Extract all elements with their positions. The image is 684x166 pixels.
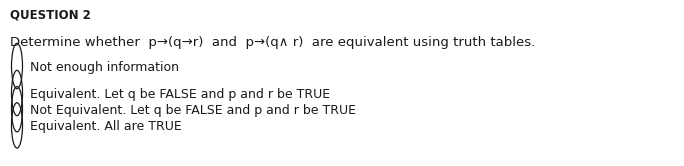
Text: QUESTION 2: QUESTION 2 [10,8,91,21]
Text: Determine whether  p→(q→r)  and  p→(q∧ r)  are equivalent using truth tables.: Determine whether p→(q→r) and p→(q∧ r) a… [10,36,536,49]
Text: Not Equivalent. Let q be FALSE and p and r be TRUE: Not Equivalent. Let q be FALSE and p and… [30,104,356,117]
Text: Equivalent. Let q be FALSE and p and r be TRUE: Equivalent. Let q be FALSE and p and r b… [30,88,330,101]
Text: Not enough information: Not enough information [30,61,179,74]
Text: Equivalent. All are TRUE: Equivalent. All are TRUE [30,120,182,133]
